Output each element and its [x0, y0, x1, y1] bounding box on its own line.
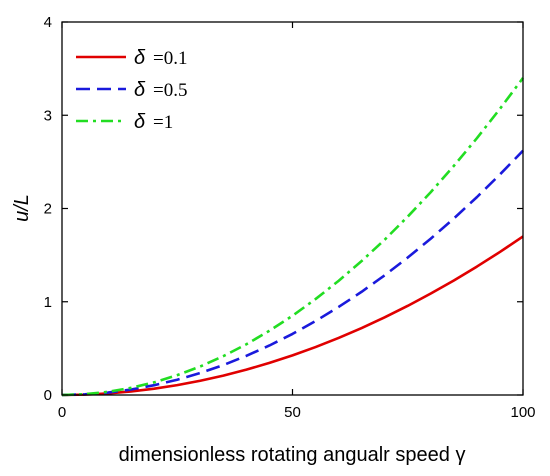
series-line-3: [61, 77, 525, 397]
x-tick-label: 100: [510, 404, 535, 421]
x-axis-label: dimensionless rotating angualr speed γ: [119, 444, 466, 466]
legend-label-2: =0.5: [153, 80, 187, 101]
series-line-1: [61, 235, 524, 397]
legend-label-3: =1: [153, 112, 173, 133]
legend: δ =0.1 δ =0.5 δ =1: [76, 47, 187, 133]
x-tick-label: 0: [58, 404, 66, 421]
legend-label-1: =0.1: [153, 48, 187, 69]
legend-symbol-2: δ: [134, 79, 146, 101]
y-tick-label: 0: [44, 387, 52, 404]
plot-area: [62, 22, 523, 395]
legend-symbol-1: δ: [134, 47, 146, 69]
legend-symbol-3: δ: [134, 111, 146, 133]
y-tick-label: 1: [44, 294, 52, 311]
series-line-2: [61, 149, 524, 397]
y-tick-label: 4: [44, 14, 52, 31]
ticks-layer: 0 50 100 0 1 2 3 4: [44, 14, 536, 421]
y-tick-label: 2: [44, 201, 52, 218]
y-axis-label: u/L: [11, 194, 33, 222]
x-tick-label: 50: [284, 404, 301, 421]
series-layer: [61, 77, 525, 397]
y-tick-label: 3: [44, 107, 52, 124]
